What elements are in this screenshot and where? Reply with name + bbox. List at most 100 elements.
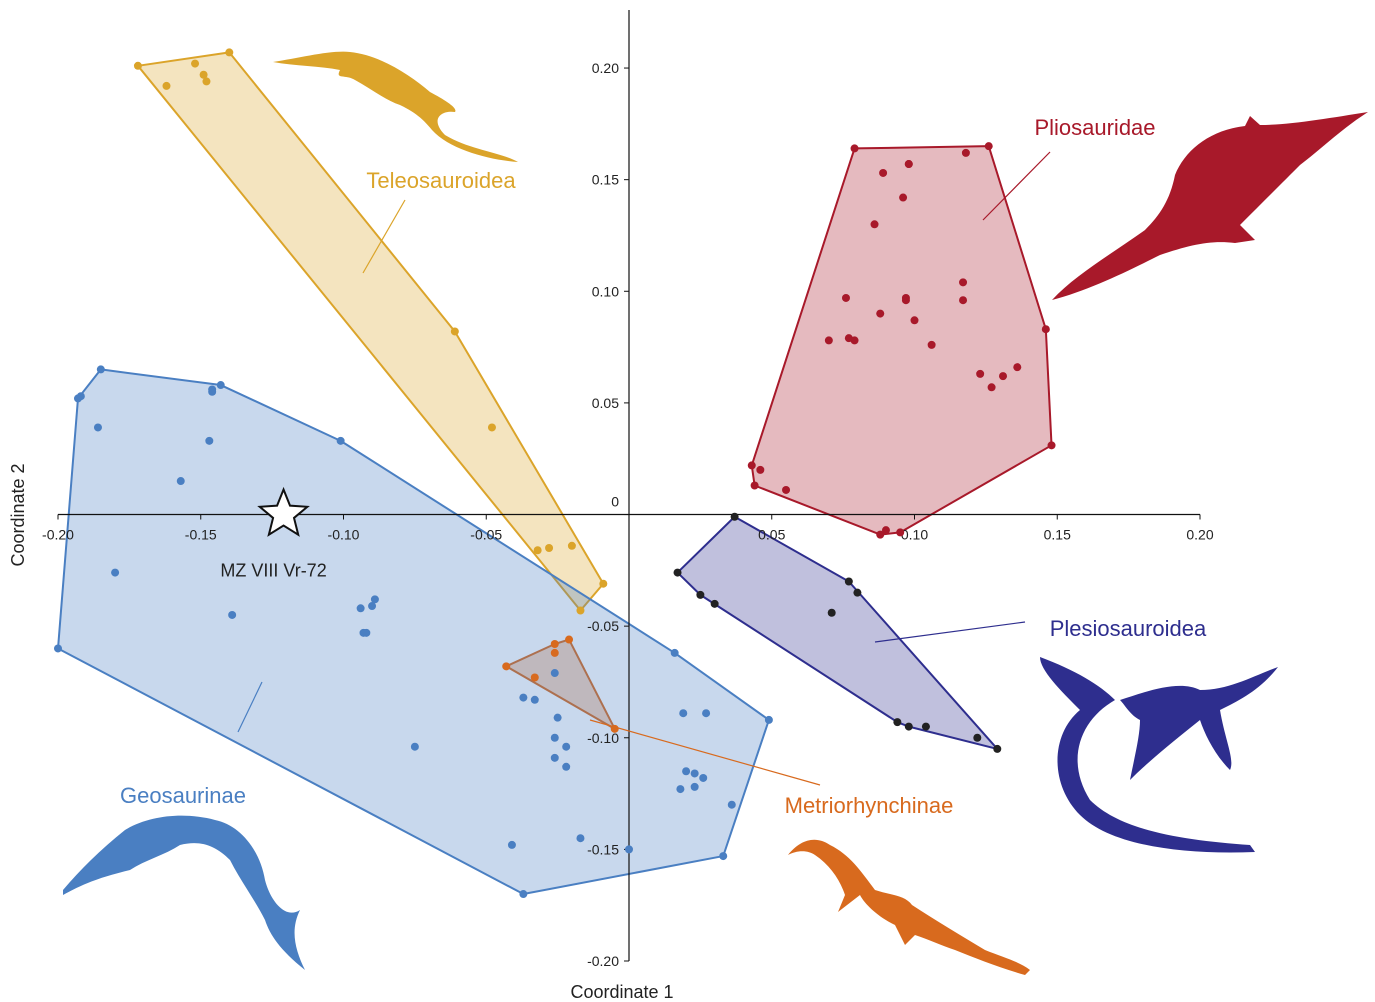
point	[827, 608, 836, 617]
point	[533, 546, 542, 555]
plesiosaur-silhouette	[1040, 657, 1278, 853]
point	[225, 48, 234, 57]
point	[719, 852, 728, 861]
point	[93, 423, 102, 432]
point	[519, 693, 528, 702]
point	[553, 713, 562, 722]
point	[410, 742, 419, 751]
point	[625, 845, 633, 854]
group-label: Geosaurinae	[120, 783, 246, 808]
point	[562, 762, 571, 771]
point	[599, 579, 608, 588]
y-tick-label: 0.05	[592, 395, 619, 411]
point	[850, 144, 859, 153]
point	[208, 387, 217, 396]
point	[550, 753, 559, 762]
point	[959, 278, 968, 287]
point	[111, 568, 120, 577]
teleosaur-silhouette	[273, 51, 518, 163]
point	[690, 782, 699, 791]
point	[368, 602, 377, 611]
leader-line	[982, 151, 1051, 221]
point	[727, 800, 736, 809]
point	[876, 530, 885, 539]
x-tick-label: -0.10	[328, 527, 360, 543]
point	[976, 369, 985, 378]
hull	[136, 51, 605, 612]
specimen-label: MZ VIII Vr-72	[220, 561, 326, 581]
point	[191, 59, 200, 68]
leader-line	[874, 621, 1026, 643]
point	[993, 744, 1002, 753]
point	[567, 541, 576, 550]
axes: -0.20 -0.15 -0.10 -0.05 0.05 0.10 0.15 0.20 0.20…	[42, 10, 1214, 969]
point	[844, 577, 853, 586]
point	[562, 742, 571, 751]
point	[1047, 441, 1056, 450]
hull	[57, 368, 770, 896]
point	[904, 722, 913, 731]
point	[961, 148, 970, 157]
point	[550, 640, 559, 648]
point	[782, 485, 791, 494]
point	[1041, 325, 1050, 334]
point	[550, 648, 559, 657]
x-tick-label: -0.15	[185, 527, 217, 543]
group-label: Pliosauridae	[1034, 115, 1155, 140]
point	[502, 662, 511, 671]
point	[853, 588, 862, 597]
point	[205, 436, 214, 445]
specimen-star	[257, 486, 310, 537]
point	[176, 477, 185, 486]
geosaur-silhouette	[63, 815, 305, 970]
y-tick-label: 0.15	[592, 172, 619, 188]
point	[901, 293, 910, 302]
point	[487, 423, 496, 432]
point	[710, 599, 719, 608]
point	[228, 610, 237, 619]
point	[876, 309, 885, 318]
y-tick-label: 0.10	[592, 283, 619, 299]
point	[530, 695, 539, 704]
point	[870, 220, 879, 229]
x-tick-label: 0.20	[1186, 527, 1213, 543]
point	[670, 648, 679, 657]
point	[519, 890, 528, 899]
metriorhynch-silhouette	[788, 839, 1030, 975]
point	[987, 383, 996, 392]
group-labels: Teleosauroidea Pliosauridae Plesiosauroide…	[120, 115, 1207, 818]
point	[750, 481, 759, 490]
point	[202, 77, 211, 86]
x-tick-label: 0.10	[901, 527, 928, 543]
leader-line	[589, 719, 821, 786]
point	[1013, 363, 1022, 372]
point	[576, 834, 585, 843]
leader-line	[362, 199, 406, 274]
point	[696, 590, 705, 599]
point	[984, 142, 993, 151]
point	[904, 160, 913, 169]
pliosaur-silhouette	[1052, 112, 1368, 300]
x-tick-label: -0.20	[42, 527, 74, 543]
point	[927, 340, 936, 349]
point	[565, 635, 574, 644]
point	[899, 193, 908, 202]
plot-area: -0.20 -0.15 -0.10 -0.05 0.05 0.10 0.15 0.20 0.20…	[42, 10, 1214, 969]
point	[507, 840, 516, 849]
point	[336, 436, 345, 445]
point	[730, 512, 739, 521]
point	[702, 709, 711, 718]
point	[362, 628, 371, 637]
point	[896, 528, 905, 537]
point	[690, 769, 699, 778]
point	[699, 773, 708, 782]
point	[96, 365, 105, 374]
group-label: Metriorhynchinae	[785, 793, 954, 818]
point	[747, 461, 756, 470]
y-axis-title: Coordinate 2	[8, 463, 28, 566]
point	[682, 767, 691, 776]
y-tick-label: -0.05	[587, 618, 619, 634]
point	[199, 70, 208, 79]
point	[54, 644, 62, 653]
point	[910, 316, 919, 325]
